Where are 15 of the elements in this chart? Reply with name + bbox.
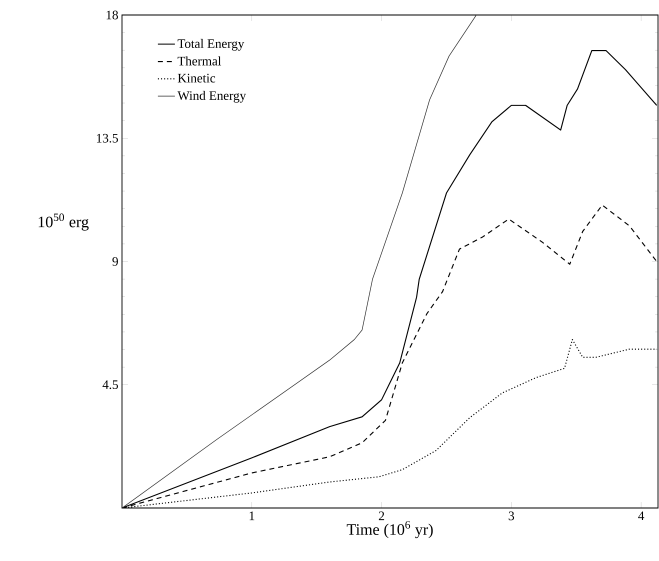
- y-tick-label: 18: [106, 10, 118, 20]
- x-tick-label: 1: [250, 512, 254, 520]
- y-axis-title: 10$^{50}$ erg: [38, 214, 89, 231]
- x-axis-title: Time (10$^{6}$ yr): [346, 521, 433, 538]
- x-tick-label: 2: [378, 512, 384, 520]
- legend-label: Kinetic: [178, 74, 216, 83]
- legend-label: Total Energy: [178, 38, 244, 51]
- y-tick-label: 13.5: [96, 134, 118, 143]
- legend-label: Wind Energy: [177, 90, 246, 103]
- x-tick-label: 4: [638, 512, 644, 520]
- line-series: [122, 14, 477, 508]
- legend-label: Thermal: [178, 56, 222, 66]
- y-tick-label: 9: [112, 257, 118, 266]
- y-tick-label: 4.5: [102, 380, 118, 390]
- x-tick-label: 3: [508, 512, 514, 520]
